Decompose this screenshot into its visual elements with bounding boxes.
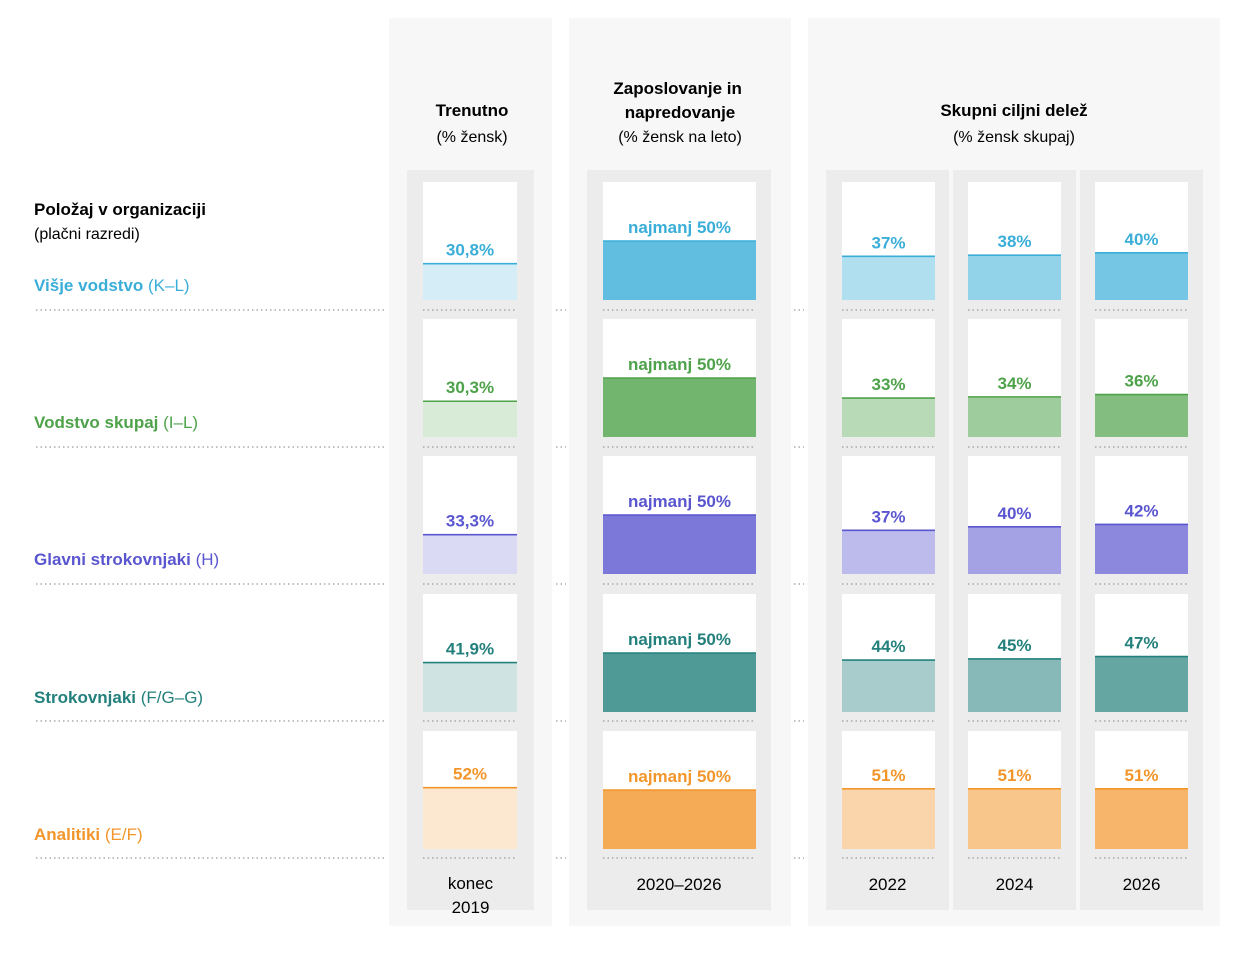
column-label: konec: [448, 874, 494, 893]
value-label: najmanj 50%: [628, 355, 731, 374]
value-label: 37%: [871, 507, 905, 526]
group-subtitle-hiring: (% žensk na leto): [618, 129, 742, 146]
bar-analyst-2020–2026: [603, 790, 756, 849]
bar-box: [423, 731, 517, 849]
row-label-grade: (H): [196, 550, 220, 569]
bar-box: [423, 456, 517, 574]
value-label: 40%: [997, 504, 1031, 523]
value-label: 44%: [871, 637, 905, 656]
bar-box: [842, 731, 935, 849]
row-label-name: Vodstvo skupaj: [34, 413, 163, 432]
row-label-principal: Glavni strokovnjaki (H): [34, 550, 219, 569]
row-label-name: Strokovnjaki: [34, 688, 141, 707]
bar-senior-2022: [842, 256, 935, 300]
value-label: 51%: [1124, 766, 1158, 785]
bar-box: [842, 182, 935, 300]
bar-box: [423, 182, 517, 300]
bar-leadership-2026: [1095, 394, 1188, 437]
bar-senior-2026: [1095, 252, 1188, 300]
value-label: 51%: [997, 766, 1031, 785]
value-label: 33%: [871, 375, 905, 394]
value-label: 33,3%: [446, 512, 494, 531]
value-label: 47%: [1124, 634, 1158, 653]
column-label: 2022: [869, 875, 907, 894]
row-label-grade: (I–L): [163, 413, 198, 432]
column-label: 2019: [452, 898, 490, 917]
row-header-title: Položaj v organizaciji: [34, 200, 206, 219]
bar-analyst-konec-2019: [423, 787, 517, 849]
bar-senior-konec-2019: [423, 263, 517, 300]
row-label-name: Višje vodstvo: [34, 276, 148, 295]
row-label-leadership: Vodstvo skupaj (I–L): [34, 413, 198, 432]
row-header-subtitle: (plačni razredi): [34, 226, 140, 243]
bar-principal-konec-2019: [423, 534, 517, 574]
bar-box: [842, 319, 935, 437]
row-label-grade: (E/F): [105, 825, 143, 844]
value-label: 41,9%: [446, 640, 494, 659]
bar-expert-2024: [968, 658, 1061, 712]
value-label: 51%: [871, 766, 905, 785]
value-label: 42%: [1124, 501, 1158, 520]
bar-expert-2020–2026: [603, 653, 756, 712]
bar-expert-2026: [1095, 656, 1188, 712]
value-label: 30,8%: [446, 241, 494, 260]
column-label: 2024: [996, 875, 1034, 894]
value-label: 38%: [997, 232, 1031, 251]
bar-analyst-2022: [842, 788, 935, 849]
value-label: 52%: [453, 765, 487, 784]
value-label: najmanj 50%: [628, 492, 731, 511]
row-label-analyst: Analitiki (E/F): [34, 825, 143, 844]
bar-principal-2024: [968, 526, 1061, 574]
bar-leadership-2024: [968, 396, 1061, 437]
bar-box: [423, 319, 517, 437]
bar-analyst-2026: [1095, 788, 1188, 849]
bar-senior-2024: [968, 255, 1061, 300]
value-label: 34%: [997, 374, 1031, 393]
bar-leadership-2022: [842, 398, 935, 437]
group-subtitle-current: (% žensk): [436, 129, 507, 146]
bar-principal-2020–2026: [603, 515, 756, 574]
bar-box: [842, 456, 935, 574]
group-title-current: Trenutno: [436, 101, 509, 120]
row-label-name: Glavni strokovnjaki: [34, 550, 196, 569]
bar-leadership-konec-2019: [423, 401, 517, 437]
bar-box: [842, 594, 935, 712]
column-label: 2020–2026: [636, 875, 721, 894]
bar-box: [423, 594, 517, 712]
row-label-expert: Strokovnjaki (F/G–G): [34, 688, 203, 707]
value-label: 37%: [871, 233, 905, 252]
group-subtitle-target: (% žensk skupaj): [953, 129, 1075, 146]
value-label: najmanj 50%: [628, 630, 731, 649]
bar-principal-2026: [1095, 524, 1188, 574]
group-title-target: Skupni ciljni delež: [940, 101, 1087, 120]
bar-senior-2020–2026: [603, 241, 756, 300]
bar-principal-2022: [842, 530, 935, 574]
group-title-hiring: Zaposlovanje in napredovanje: [613, 79, 746, 122]
value-label: 30,3%: [446, 378, 494, 397]
column-label: 2026: [1123, 875, 1161, 894]
value-label: najmanj 50%: [628, 218, 731, 237]
bar-leadership-2020–2026: [603, 378, 756, 437]
bar-expert-2022: [842, 660, 935, 712]
value-label: 45%: [997, 636, 1031, 655]
bar-expert-konec-2019: [423, 662, 517, 712]
value-label: 36%: [1124, 372, 1158, 391]
row-label-name: Analitiki: [34, 825, 105, 844]
row-label-grade: (K–L): [148, 276, 190, 295]
value-label: najmanj 50%: [628, 767, 731, 786]
value-label: 40%: [1124, 230, 1158, 249]
bar-analyst-2024: [968, 788, 1061, 849]
row-label-grade: (F/G–G): [141, 688, 203, 707]
row-label-senior: Višje vodstvo (K–L): [34, 276, 190, 295]
